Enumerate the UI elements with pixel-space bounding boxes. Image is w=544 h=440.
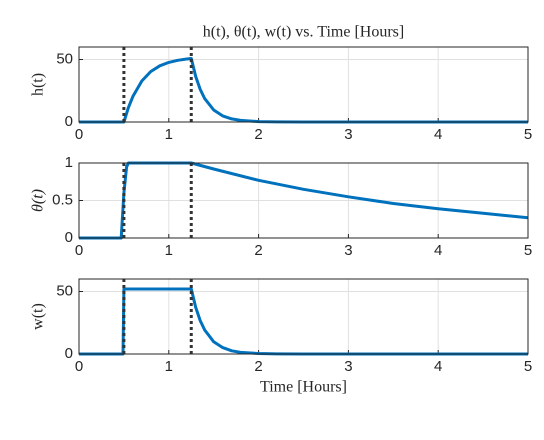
y-tick-label: 0 xyxy=(65,345,73,362)
axes-box xyxy=(78,278,529,355)
x-axis-label: Time [Hours] xyxy=(260,379,347,396)
y-tick-label: 0 xyxy=(65,229,73,246)
x-tick-label: 2 xyxy=(254,358,262,375)
axes-box xyxy=(78,162,529,239)
x-tick-label: 5 xyxy=(524,242,532,259)
y-tick-label: 1 xyxy=(65,154,73,171)
x-tick-label: 0 xyxy=(75,242,83,259)
x-tick-label: 5 xyxy=(524,126,532,143)
y-axis-label: h(t) xyxy=(30,73,47,96)
y-axis-label: w(t) xyxy=(30,303,47,330)
y-tick-label: 50 xyxy=(56,282,73,299)
y-tick-label: 0 xyxy=(65,113,73,130)
x-tick-label: 5 xyxy=(524,358,532,375)
x-tick-label: 3 xyxy=(344,242,352,259)
y-tick-label: 50 xyxy=(56,50,73,67)
x-tick-label: 2 xyxy=(254,126,262,143)
x-tick-label: 0 xyxy=(75,126,83,143)
x-tick-label: 1 xyxy=(165,358,173,375)
x-tick-label: 2 xyxy=(254,242,262,259)
plot-area xyxy=(79,47,528,122)
x-tick-label: 0 xyxy=(75,358,83,375)
chart-title: h(t), θ(t), w(t) vs. Time [Hours] xyxy=(203,24,404,41)
y-axis-label: θ(t) xyxy=(30,189,47,212)
x-tick-label: 3 xyxy=(344,126,352,143)
x-tick-label: 1 xyxy=(165,126,173,143)
x-tick-label: 3 xyxy=(344,358,352,375)
x-tick-label: 4 xyxy=(434,242,442,259)
x-tick-label: 4 xyxy=(434,126,442,143)
axes-box xyxy=(78,46,529,123)
y-tick-label: 0.5 xyxy=(52,191,73,208)
x-tick-label: 1 xyxy=(165,242,173,259)
x-tick-label: 4 xyxy=(434,358,442,375)
